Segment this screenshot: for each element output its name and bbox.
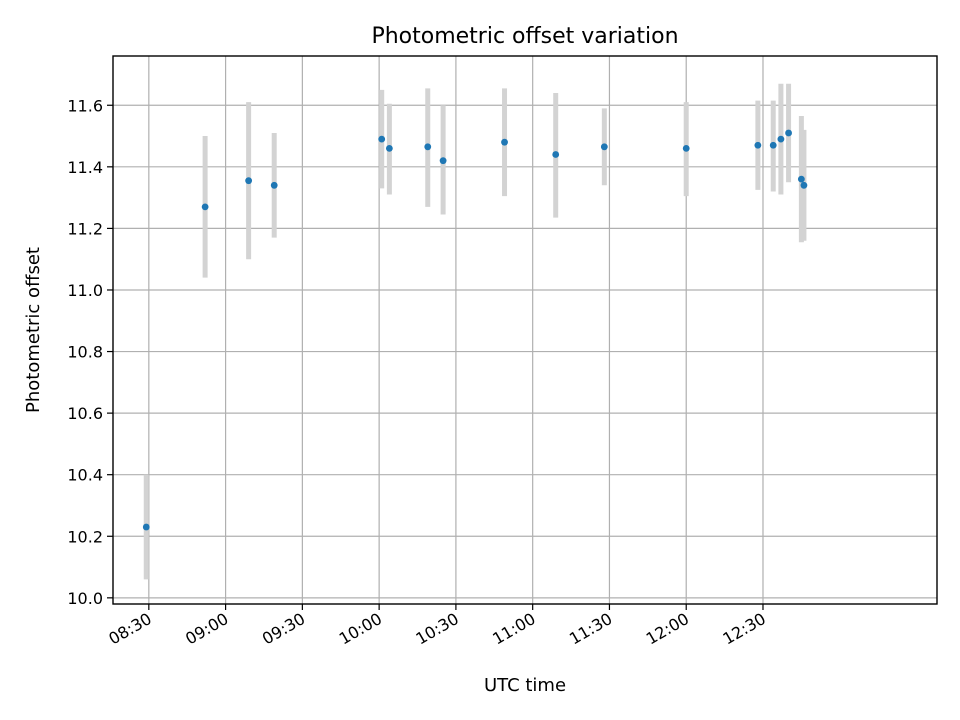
- data-point: [600, 143, 608, 151]
- x-tick-label: 11:00: [489, 609, 538, 649]
- y-tick-label: 11.0: [67, 281, 103, 300]
- data-point: [245, 177, 253, 185]
- data-point: [769, 141, 777, 149]
- plot-frame: [112, 55, 938, 605]
- x-tick-label: 10:30: [412, 609, 461, 649]
- data-point: [378, 135, 386, 143]
- x-tick-label: 10:00: [336, 609, 385, 649]
- x-tick-label: 09:30: [259, 609, 308, 649]
- y-axis-label: Photometric offset: [23, 247, 44, 413]
- x-tick-label: 12:30: [720, 609, 769, 649]
- data-point: [270, 181, 278, 189]
- data-point: [754, 141, 762, 149]
- data-point: [785, 129, 792, 137]
- data-point: [439, 157, 447, 165]
- x-tick-label: 09:00: [182, 609, 231, 649]
- x-tick-label: 12:00: [643, 609, 692, 649]
- y-tick-label: 10.0: [67, 589, 103, 608]
- errorbar-layer: [143, 83, 807, 580]
- data-point: [142, 523, 150, 531]
- y-tick-label: 10.2: [67, 527, 103, 546]
- y-tick-label: 10.6: [67, 404, 103, 423]
- data-point: [777, 135, 785, 143]
- y-tick-label: 10.4: [67, 466, 103, 485]
- y-tick-label: 11.4: [67, 158, 103, 177]
- data-point: [682, 144, 690, 152]
- y-tick-label: 10.8: [67, 343, 103, 362]
- x-axis-label: UTC time: [484, 675, 566, 696]
- data-point: [201, 203, 209, 211]
- chart-title: Photometric offset variation: [371, 24, 678, 49]
- data-point: [501, 138, 508, 146]
- data-point: [424, 143, 432, 151]
- data-point: [552, 151, 560, 158]
- data-point: [797, 175, 805, 183]
- data-point: [800, 181, 808, 189]
- x-tick-label: 11:30: [566, 609, 615, 649]
- data-point: [385, 144, 393, 152]
- y-tick-label: 11.2: [67, 219, 103, 238]
- grid-layer: [113, 56, 937, 604]
- y-tick-label: 11.6: [67, 96, 103, 115]
- point-layer: [142, 129, 808, 531]
- tick-layer: 08:30 09:00 09:30 10:00 10:30 11:00 11:30 12:00…: [67, 96, 769, 648]
- x-tick-label: 08:30: [105, 609, 154, 649]
